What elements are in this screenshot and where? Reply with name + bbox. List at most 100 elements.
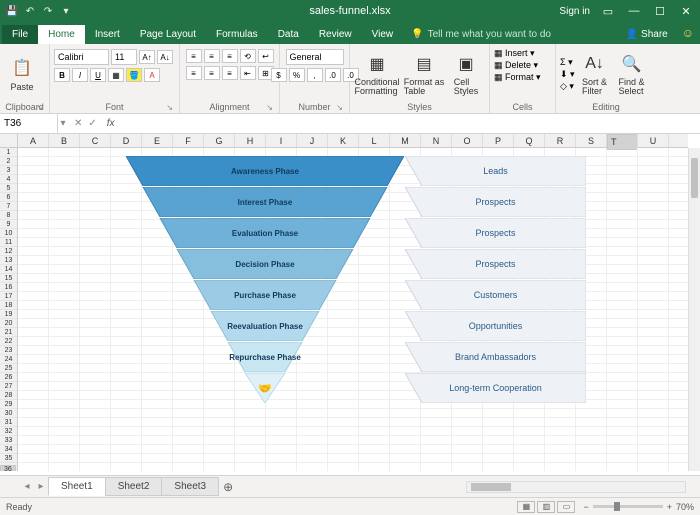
sheet-nav-next-icon[interactable]: ▸ [34,481,48,492]
row-header[interactable]: 3 [0,166,17,175]
column-header[interactable]: L [359,134,390,147]
select-all-corner[interactable] [0,134,18,148]
font-launcher-icon[interactable]: ↘ [166,103,173,112]
align-right-icon[interactable]: ≡ [222,66,238,80]
tab-review[interactable]: Review [309,25,362,44]
cancel-formula-icon[interactable]: ✕ [74,118,82,129]
column-header[interactable]: Q [514,134,545,147]
row-header[interactable]: 24 [0,355,17,364]
column-header[interactable]: N [421,134,452,147]
find-select-button[interactable]: 🔍Find & Select [615,52,649,96]
autosum-button[interactable]: Σ ▾ [560,57,575,68]
row-header[interactable]: 9 [0,220,17,229]
font-color-button[interactable]: A [144,68,160,82]
row-header[interactable]: 31 [0,418,17,427]
save-icon[interactable]: 💾 [6,5,18,17]
column-header[interactable]: F [173,134,204,147]
sign-in-link[interactable]: Sign in [559,6,590,17]
column-header[interactable]: I [266,134,297,147]
column-header[interactable]: B [49,134,80,147]
row-header[interactable]: 10 [0,229,17,238]
conditional-formatting-button[interactable]: ▦Conditional Formatting [354,52,400,96]
row-header[interactable]: 36 [0,465,16,471]
format-as-table-button[interactable]: ▤Format as Table [403,52,445,96]
row-header[interactable]: 21 [0,328,17,337]
spreadsheet-grid[interactable]: ABCDEFGHIJKLMNOPQRSTU 123456789101112131… [0,134,700,471]
column-header[interactable]: E [142,134,173,147]
column-header[interactable]: J [297,134,328,147]
zoom-in-icon[interactable]: + [667,502,672,512]
column-header[interactable]: D [111,134,142,147]
funnel-segment[interactable]: Awareness Phase [126,156,404,186]
horizontal-scrollbar[interactable] [466,481,686,493]
close-icon[interactable]: ✕ [678,5,694,18]
row-header[interactable]: 7 [0,202,17,211]
funnel-segment[interactable]: Evaluation Phase [126,218,404,248]
tab-view[interactable]: View [362,25,404,44]
zoom-slider[interactable] [593,505,663,508]
column-header[interactable]: G [204,134,235,147]
share-button[interactable]: 👤Share [618,25,676,44]
align-bottom-icon[interactable]: ≡ [222,49,238,63]
funnel-chart[interactable]: Awareness PhaseLeadsInterest PhaseProspe… [126,156,586,404]
row-header[interactable]: 13 [0,256,17,265]
align-left-icon[interactable]: ≡ [186,66,202,80]
border-button[interactable]: ▦ [108,68,124,82]
row-header[interactable]: 1 [0,148,17,157]
row-header[interactable]: 15 [0,274,17,283]
add-sheet-button[interactable]: ⊕ [218,480,238,494]
row-header[interactable]: 6 [0,193,17,202]
decrease-font-icon[interactable]: A↓ [157,50,173,64]
delete-cells-button[interactable]: ▦ Delete ▾ [494,60,538,71]
row-header[interactable]: 25 [0,364,17,373]
italic-button[interactable]: I [72,68,88,82]
name-box[interactable]: T36 [0,114,58,133]
zoom-level[interactable]: 70% [676,502,694,512]
sheet-nav-prev-icon[interactable]: ◂ [20,481,34,492]
maximize-icon[interactable]: ☐ [652,5,668,18]
undo-icon[interactable]: ↶ [24,5,36,17]
row-header[interactable]: 33 [0,436,17,445]
row-header[interactable]: 14 [0,265,17,274]
row-header[interactable]: 2 [0,157,17,166]
funnel-segment[interactable]: Reevaluation Phase [126,311,404,341]
fill-button[interactable]: ⬇ ▾ [560,69,575,80]
row-header[interactable]: 20 [0,319,17,328]
column-header[interactable]: H [235,134,266,147]
funnel-segment[interactable]: Interest Phase [126,187,404,217]
currency-icon[interactable]: $ [271,68,287,82]
funnel-segment[interactable]: Repurchase Phase [126,342,404,372]
row-header[interactable]: 18 [0,301,17,310]
column-header[interactable]: C [80,134,111,147]
funnel-segment[interactable]: Purchase Phase [126,280,404,310]
fill-color-button[interactable]: 🪣 [126,68,142,82]
format-cells-button[interactable]: ▦ Format ▾ [494,72,541,83]
row-header[interactable]: 27 [0,382,17,391]
sheet-tab-2[interactable]: Sheet2 [105,477,163,496]
column-header[interactable]: O [452,134,483,147]
minimize-icon[interactable]: — [626,5,642,17]
page-break-view-icon[interactable]: ▭ [557,501,575,513]
column-header[interactable]: K [328,134,359,147]
row-headers[interactable]: 1234567891011121314151617181920212223242… [0,148,18,471]
tab-insert[interactable]: Insert [85,25,130,44]
comma-icon[interactable]: , [307,68,323,82]
row-header[interactable]: 5 [0,184,17,193]
row-header[interactable]: 17 [0,292,17,301]
column-headers[interactable]: ABCDEFGHIJKLMNOPQRSTU [18,134,688,148]
column-header[interactable]: P [483,134,514,147]
normal-view-icon[interactable]: ▦ [517,501,535,513]
row-header[interactable]: 34 [0,445,17,454]
tell-me-search[interactable]: 💡Tell me what you want to do [403,25,559,44]
orientation-icon[interactable]: ⟲ [240,49,256,63]
row-header[interactable]: 19 [0,310,17,319]
enter-formula-icon[interactable]: ✓ [88,118,96,129]
redo-icon[interactable]: ↷ [42,5,54,17]
row-header[interactable]: 35 [0,454,17,463]
row-header[interactable]: 8 [0,211,17,220]
row-header[interactable]: 22 [0,337,17,346]
fx-label[interactable]: fx [103,118,119,129]
row-header[interactable]: 26 [0,373,17,382]
row-header[interactable]: 11 [0,238,17,247]
row-header[interactable]: 12 [0,247,17,256]
